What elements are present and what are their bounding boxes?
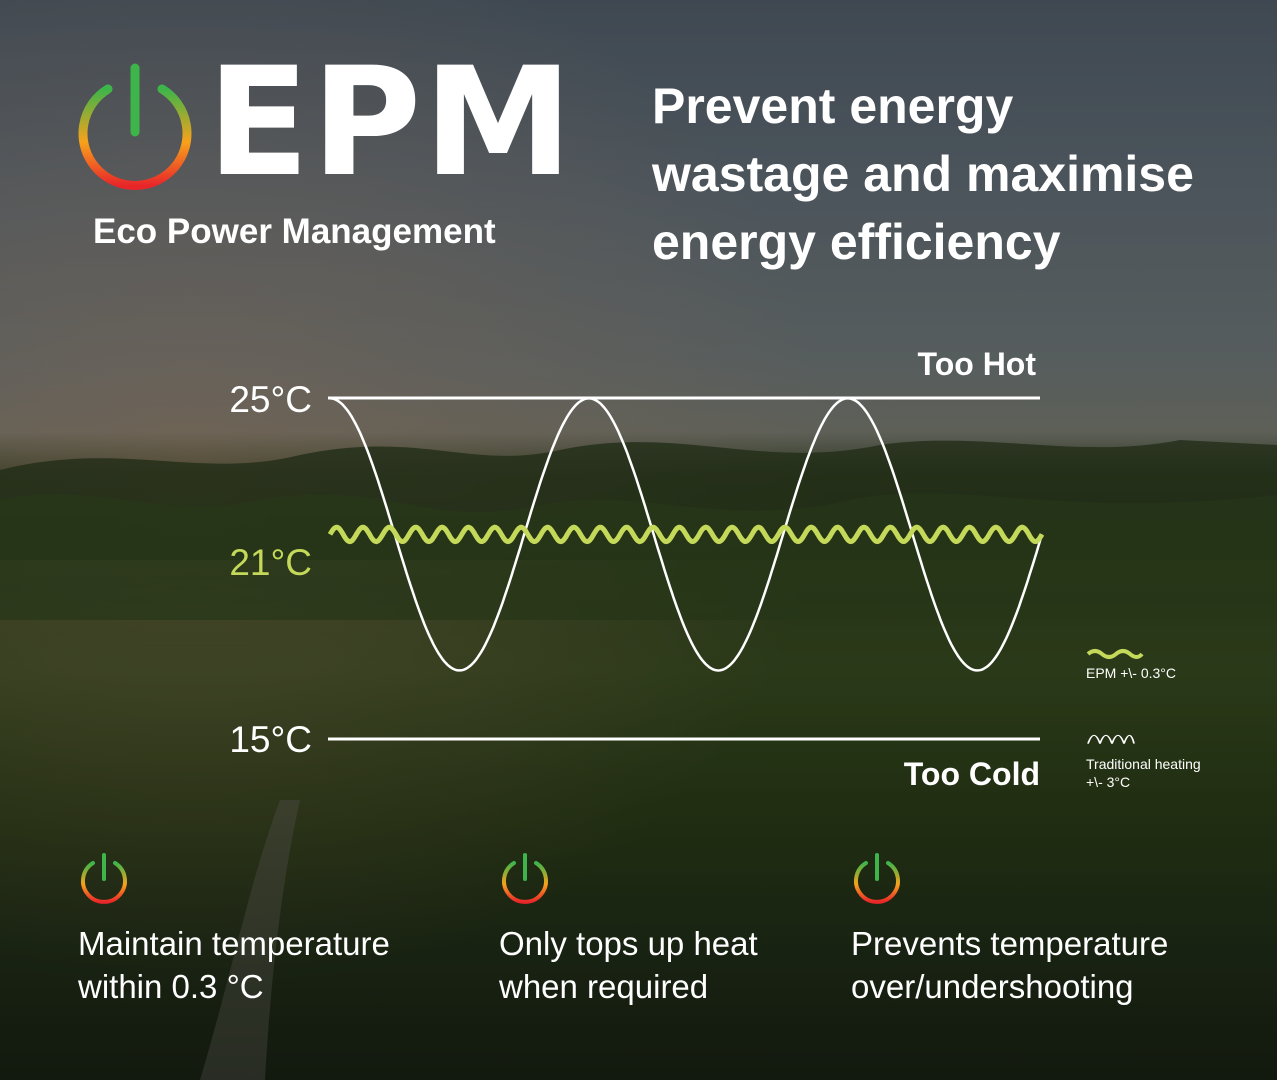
feature-line: Only tops up heat	[499, 925, 758, 962]
legend-traditional-label: Traditional heating	[1086, 756, 1201, 772]
feature-text: Maintain temperature within 0.3 °C	[78, 922, 458, 1008]
tick-label-25: 25°C	[229, 379, 312, 420]
headline-line: Prevent energy	[652, 78, 1014, 134]
feature-line: within 0.3 °C	[78, 968, 264, 1005]
feature-text: Only tops up heat when required	[499, 922, 879, 1008]
feature-prevents: Prevents temperature over/undershooting	[851, 852, 1231, 1008]
wave-small-icon	[1086, 649, 1144, 659]
feature-line: when required	[499, 968, 709, 1005]
epm-line	[327, 524, 1045, 545]
brand-subtitle: Eco Power Management	[93, 212, 496, 251]
feature-tops-up: Only tops up heat when required	[499, 852, 879, 1008]
feature-maintain: Maintain temperature within 0.3 °C	[78, 852, 458, 1008]
brand-name: EPM	[207, 36, 575, 210]
legend-epm-label: EPM +\- 0.3°C	[1086, 665, 1176, 681]
power-icon	[854, 853, 900, 904]
zone-too-hot: Too Hot	[918, 346, 1037, 382]
headline: Prevent energy wastage and maximise ener…	[652, 72, 1252, 276]
headline-line: wastage and maximise	[652, 146, 1194, 202]
feature-line: over/undershooting	[851, 968, 1134, 1005]
wave-large-icon	[1087, 734, 1135, 744]
traditional-heating-line	[329, 397, 1044, 672]
headline-line: energy efficiency	[652, 214, 1061, 270]
tick-label-15: 15°C	[229, 719, 312, 760]
feature-text: Prevents temperature over/undershooting	[851, 922, 1231, 1008]
power-icon	[502, 853, 548, 904]
power-icon	[78, 63, 192, 190]
zone-too-cold: Too Cold	[904, 756, 1040, 792]
feature-line: Maintain temperature	[78, 925, 390, 962]
feature-line: Prevents temperature	[851, 925, 1169, 962]
tick-label-21: 21°C	[229, 542, 312, 583]
legend-traditional-range: +\- 3°C	[1086, 774, 1130, 790]
power-icon	[81, 853, 127, 904]
